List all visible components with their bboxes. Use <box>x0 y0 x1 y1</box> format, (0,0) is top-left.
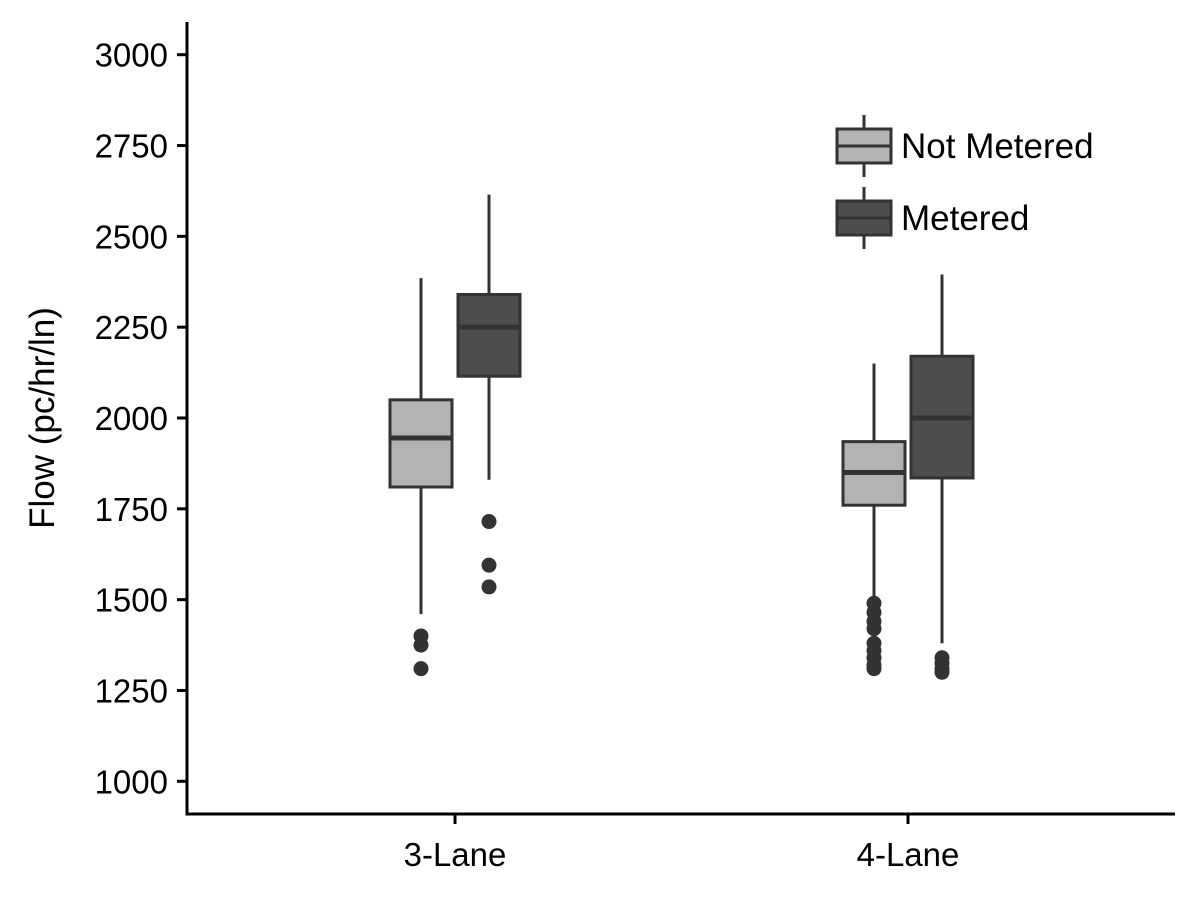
outlier-point <box>481 557 497 573</box>
outlier-point <box>866 621 882 637</box>
outlier-point <box>481 579 497 595</box>
y-tick-label: 2000 <box>95 400 168 437</box>
box-group-not-metered-3-lane <box>388 278 454 677</box>
legend-item-not-metered: Not Metered <box>835 115 1094 177</box>
y-axis-title: Flow (pc/hr/ln) <box>23 307 62 529</box>
box-group-metered-3-lane <box>456 194 522 595</box>
outlier-point <box>866 661 882 677</box>
y-tick-label: 1750 <box>95 491 168 528</box>
legend-label: Metered <box>901 199 1029 238</box>
y-tick-label: 2500 <box>95 218 168 255</box>
outlier-point <box>934 664 950 680</box>
outlier-point <box>413 661 429 677</box>
y-tick-label: 1250 <box>95 672 168 709</box>
box-group-metered-4-lane <box>909 274 975 680</box>
y-tick-label: 2750 <box>95 128 168 165</box>
box-group-not-metered-4-lane <box>841 363 907 677</box>
y-tick-label: 2250 <box>95 309 168 346</box>
outlier-point <box>413 637 429 653</box>
x-tick-label: 3-Lane <box>404 836 507 873</box>
legend-label: Not Metered <box>901 127 1094 166</box>
box-iqr <box>388 398 454 489</box>
box-iqr <box>456 292 522 378</box>
x-tick-label: 4-Lane <box>857 836 960 873</box>
outlier-point <box>481 514 497 530</box>
y-tick-label: 3000 <box>95 37 168 74</box>
y-tick-label: 1000 <box>95 763 168 800</box>
y-tick-label: 1500 <box>95 582 168 619</box>
legend-item-metered: Metered <box>835 187 1029 249</box>
